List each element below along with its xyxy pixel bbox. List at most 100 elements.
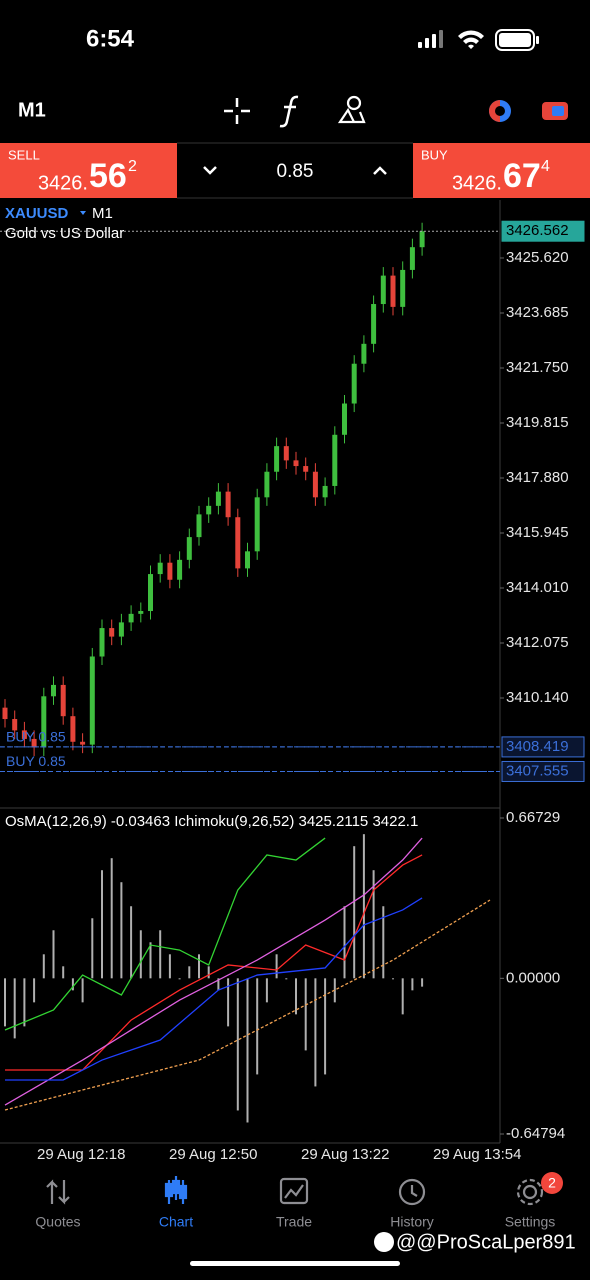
symbol[interactable]: XAUUSD — [5, 205, 69, 222]
status-icons — [418, 29, 539, 51]
candle-body — [99, 628, 105, 657]
candle-body — [2, 707, 8, 720]
osma-bar — [23, 978, 26, 1027]
osma-bar — [101, 870, 103, 979]
osma-bar — [13, 978, 16, 1039]
osma-bar — [33, 978, 36, 1003]
y-tick-label: 3410.140 — [506, 689, 569, 706]
candle-body — [118, 622, 124, 637]
osma-bar — [120, 882, 123, 979]
candle-body — [89, 656, 95, 745]
timeframe-button[interactable]: M1 — [18, 99, 46, 121]
candle-body — [12, 719, 18, 731]
indicators-button[interactable] — [279, 95, 299, 128]
candle-body — [380, 275, 386, 305]
ichimoku-line — [5, 854, 423, 1071]
candle-body — [322, 485, 328, 498]
buy-price-big: 67 — [503, 157, 541, 195]
price-marker — [501, 220, 585, 242]
candle-body — [167, 562, 173, 580]
trade-button[interactable] — [542, 102, 568, 120]
symbol-dropdown[interactable] — [80, 211, 86, 215]
y-tick-label: 3419.815 — [506, 414, 569, 431]
y-tick-label: 0.00000 — [506, 969, 560, 986]
tab-label[interactable]: Settings — [505, 1214, 556, 1230]
osma-bar — [217, 978, 220, 991]
osma-bar — [372, 870, 375, 979]
volume[interactable]: 0.85 — [277, 161, 314, 182]
ichimoku-line — [4, 837, 423, 1106]
candle-body — [41, 696, 47, 748]
axes: 3425.620 3423.685 3421.750 3419.815 3417.880… — [37, 220, 585, 1163]
osma-bar — [295, 978, 297, 1015]
badge — [541, 1172, 563, 1194]
sell-button[interactable] — [0, 143, 177, 198]
candle-body — [215, 491, 221, 506]
price-marker — [501, 736, 585, 758]
candle-body — [419, 231, 425, 248]
status-time: 6:54 — [86, 25, 135, 52]
tab-icons — [46, 1176, 544, 1206]
tab-label[interactable]: Chart — [159, 1214, 193, 1230]
osma-bar — [353, 846, 356, 979]
candle-body — [21, 730, 27, 739]
tab-label[interactable]: Quotes — [35, 1214, 80, 1230]
candle-body — [409, 247, 415, 270]
buy-price: 3426. — [452, 172, 502, 194]
ichimoku-line — [4, 899, 491, 1111]
candle-body — [177, 559, 183, 580]
candle-body — [245, 551, 250, 569]
candle-body — [109, 628, 115, 637]
badge-count: 2 — [548, 1175, 556, 1191]
osma-bar — [362, 834, 365, 979]
candle-body — [303, 466, 309, 472]
volume-up[interactable] — [373, 166, 387, 175]
candle-body — [361, 343, 367, 364]
osma-bar — [139, 930, 142, 979]
candle-body — [157, 562, 163, 575]
candle-body — [196, 514, 202, 538]
candle-body — [274, 446, 280, 472]
buy-price-sup: 4 — [541, 158, 550, 175]
y-tick-label: 0.66729 — [506, 809, 560, 826]
osma-bar — [382, 906, 385, 979]
volume-down[interactable] — [203, 166, 217, 175]
osma-bar — [343, 906, 346, 979]
osma-bar — [91, 918, 94, 979]
candle-body — [264, 471, 270, 498]
osma-bar — [275, 954, 278, 979]
candle-body — [400, 269, 406, 307]
candle-body — [332, 434, 338, 486]
osma-bar — [324, 978, 327, 1075]
buy-button[interactable] — [413, 143, 590, 198]
signals-button[interactable] — [489, 100, 511, 122]
objects-button[interactable] — [337, 95, 366, 124]
position-label: BUY 0.85 — [6, 729, 66, 745]
osma-bar — [62, 966, 65, 979]
plot: BUY 0.85 BUY 0.85 — [0, 222, 500, 1123]
tab-label[interactable]: History — [390, 1214, 434, 1230]
tab-label[interactable]: Trade — [276, 1214, 312, 1230]
sell-label: SELL — [8, 147, 40, 162]
osma-bar — [265, 978, 268, 1003]
sell-price-sup: 2 — [128, 158, 137, 175]
candle-body — [31, 738, 37, 748]
price-marker — [501, 760, 585, 782]
candle-body — [312, 471, 318, 498]
crosshair-button[interactable] — [224, 98, 250, 124]
osma-bar — [304, 978, 307, 1051]
x-tick-label: 29 Aug 13:22 — [301, 1146, 389, 1163]
osma-bar — [392, 978, 394, 980]
position-label: BUY 0.85 — [6, 753, 66, 769]
sell-price: 3426. — [38, 172, 88, 194]
y-tick-label: 3414.010 — [506, 579, 569, 596]
osma-bar — [110, 858, 113, 979]
candle-body — [148, 574, 153, 612]
symbol-description: Gold vs US Dollar — [5, 225, 124, 242]
x-tick-label: 29 Aug 12:18 — [37, 1146, 125, 1163]
osma-bar — [411, 978, 414, 991]
osma-bar — [159, 930, 162, 979]
indicator-header: OsMA(12,26,9) -0.03463 Ichimoku(9,26,52)… — [5, 813, 418, 830]
